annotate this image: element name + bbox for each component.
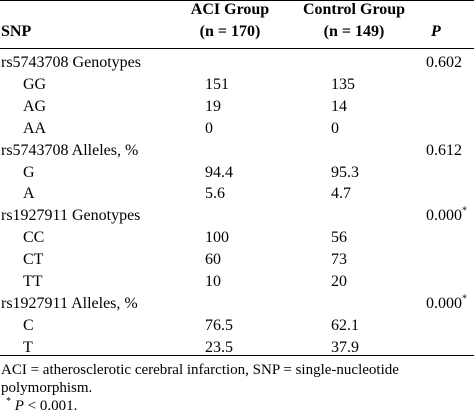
cell-control: 62.1 (331, 316, 359, 334)
row-label: C (23, 316, 34, 334)
header-p: P (431, 23, 441, 40)
cell-aci: 10 (205, 273, 221, 290)
cell-aci: 100 (205, 229, 229, 247)
cell-p-value: 0.000* (426, 205, 467, 225)
table-bottom-rule (0, 355, 474, 356)
p-value-text: 0.000 (426, 207, 462, 225)
row-label: TT (23, 273, 43, 290)
cell-control: 56 (331, 229, 347, 247)
cell-aci: 76.5 (205, 316, 233, 334)
row-label: G (23, 163, 35, 181)
p-value-mark: * (462, 205, 467, 217)
row-group-label: rs5743708 Alleles, % (1, 141, 139, 159)
cell-aci: 5.6 (205, 185, 225, 203)
header-control-n: (n = 149) (323, 23, 385, 40)
cell-control: 37.9 (331, 338, 359, 356)
header-snp: SNP (1, 23, 32, 40)
p-value-text: 0.612 (426, 141, 462, 159)
cell-control: 0 (331, 119, 339, 137)
row-label: GG (23, 75, 47, 93)
footnote-abbreviations-cont: polymorphism. (1, 380, 93, 396)
cell-aci: 19 (205, 97, 221, 115)
cell-p-value: 0.000* (426, 293, 467, 313)
row-label: CC (23, 229, 45, 247)
row-label: AA (23, 119, 47, 137)
cell-control: 135 (331, 75, 355, 93)
cell-aci: 0 (205, 119, 213, 137)
p-value-text: 0.000 (426, 294, 462, 312)
footnote-mark: * (6, 396, 11, 407)
cell-p-value: 0.602 (426, 54, 462, 72)
cell-aci: 60 (205, 251, 221, 269)
row-group-label: rs1927911 Genotypes (1, 207, 141, 225)
cell-control: 14 (331, 97, 347, 115)
row-label: CT (23, 251, 44, 269)
cell-control: 95.3 (331, 163, 359, 181)
cell-p-value: 0.612 (426, 142, 462, 160)
row-group-label: rs1927911 Alleles, % (1, 294, 138, 312)
row-group-label: rs5743708 Genotypes (1, 54, 141, 71)
header-bottom-rule (0, 48, 474, 49)
footnote-p-symbol: P (14, 398, 24, 414)
row-label: AG (23, 97, 47, 115)
header-control-group: Control Group (302, 1, 406, 18)
header-aci-n: (n = 170) (199, 23, 261, 40)
footnote-significance: * P < 0.001. (6, 397, 77, 415)
header-aci-group: ACI Group (190, 1, 270, 18)
cell-aci: 151 (205, 75, 229, 93)
p-value-mark: * (462, 293, 467, 305)
row-label: A (23, 185, 35, 203)
footnote-threshold: < 0.001. (23, 398, 78, 414)
cell-aci: 94.4 (205, 163, 233, 181)
cell-aci: 23.5 (205, 338, 233, 356)
row-label: T (23, 338, 33, 356)
footnote-abbreviations: ACI = atherosclerotic cerebral infarctio… (1, 362, 399, 378)
cell-control: 4.7 (331, 185, 351, 203)
p-value-text: 0.602 (426, 54, 462, 71)
cell-control: 73 (331, 251, 347, 269)
table-top-rule (0, 0, 474, 1)
cell-control: 20 (331, 273, 347, 290)
